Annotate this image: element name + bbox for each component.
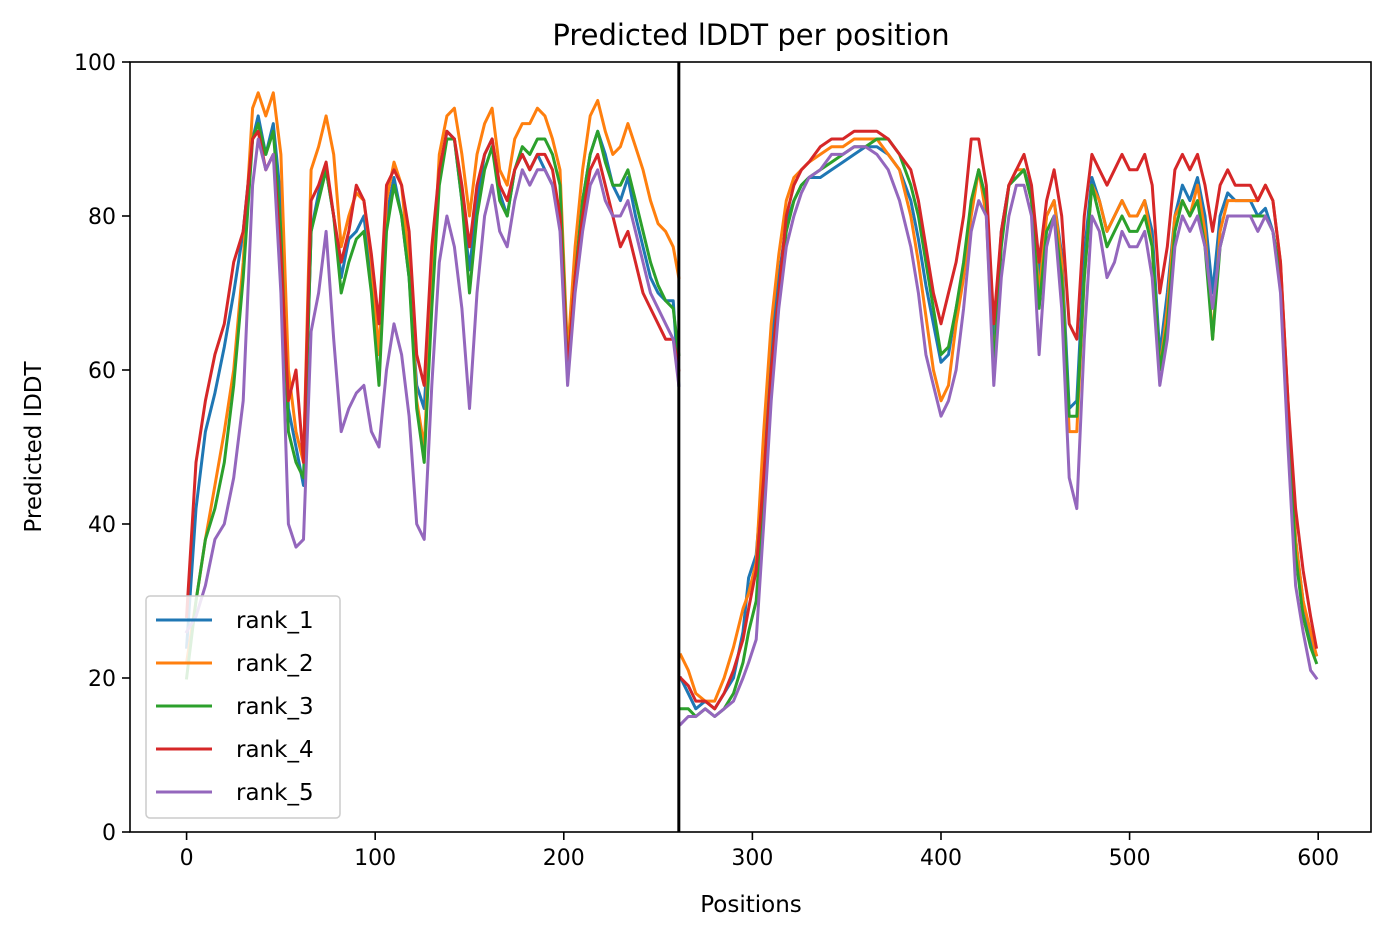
legend-label: rank_1 bbox=[236, 608, 314, 634]
x-tick-label: 200 bbox=[543, 846, 585, 871]
y-tick-label: 60 bbox=[88, 359, 116, 384]
x-axis-ticks: 0 100 200 300 400 500 600 bbox=[180, 832, 1339, 871]
y-tick-label: 100 bbox=[74, 51, 116, 76]
legend-label: rank_5 bbox=[236, 780, 314, 806]
x-tick-label: 500 bbox=[1109, 846, 1151, 871]
x-tick-label: 0 bbox=[180, 846, 194, 871]
y-tick-label: 0 bbox=[102, 821, 116, 846]
legend-label: rank_2 bbox=[236, 651, 314, 677]
legend-label: rank_3 bbox=[236, 694, 314, 720]
y-axis-ticks: 0 20 40 60 80 100 bbox=[74, 51, 130, 846]
legend-box bbox=[145, 595, 341, 819]
chart-title: Predicted lDDT per position bbox=[552, 18, 949, 52]
x-tick-label: 600 bbox=[1297, 846, 1339, 871]
x-tick-label: 400 bbox=[920, 846, 962, 871]
x-axis-label: Positions bbox=[700, 892, 802, 918]
x-tick-label: 300 bbox=[731, 846, 773, 871]
x-tick-label: 100 bbox=[354, 846, 396, 871]
plot-frame bbox=[129, 61, 1372, 833]
series-layer bbox=[184, 91, 1319, 727]
y-tick-label: 20 bbox=[88, 667, 116, 692]
series-line-rank_5 bbox=[678, 145, 1319, 727]
legend-label: rank_4 bbox=[236, 737, 314, 763]
series-line-rank_2 bbox=[184, 91, 681, 665]
y-tick-label: 80 bbox=[88, 205, 116, 230]
legend: rank_1 rank_2 rank_3 rank_4 rank_5 bbox=[145, 595, 341, 819]
series-line-rank_4 bbox=[678, 129, 1319, 711]
series-line-rank_5 bbox=[184, 137, 681, 634]
y-axis-label: Predicted lDDT bbox=[21, 360, 47, 532]
y-tick-label: 40 bbox=[88, 513, 116, 538]
